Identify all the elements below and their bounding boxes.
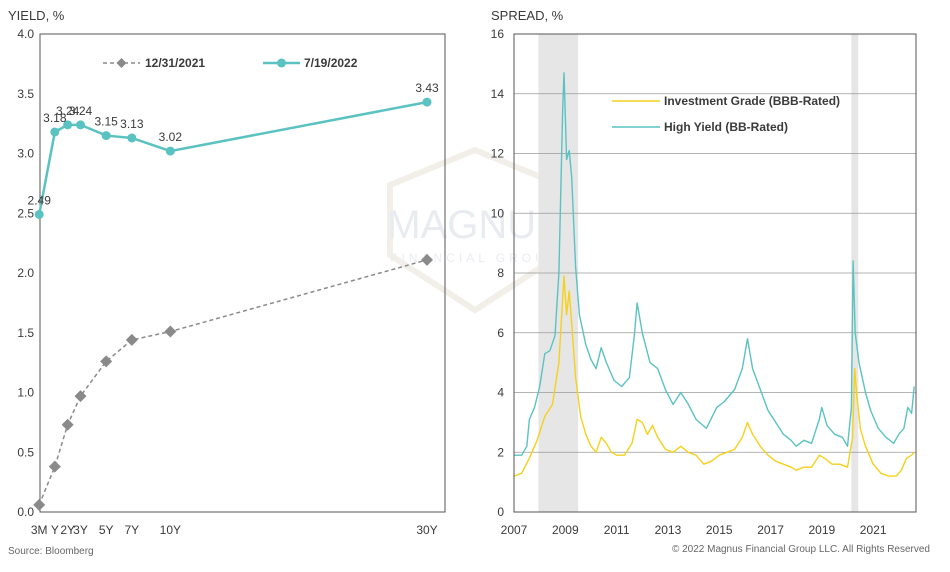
left-y-tick-label: 2.5	[17, 206, 34, 220]
left-y-axis-title: YIELD, %	[8, 8, 65, 23]
legend-label-hy: High Yield (BB-Rated)	[664, 120, 788, 134]
watermark: MAGNUS FINANCIAL GROUP	[387, 146, 563, 314]
left-x-tick-label: 5Y	[99, 523, 114, 537]
left-series	[33, 97, 433, 511]
right-y-axis-title: SPREAD, %	[491, 8, 564, 23]
right-y-tick-label: 6	[497, 326, 504, 340]
right-plot-frame	[513, 33, 917, 513]
legend-diamond-icon	[116, 58, 127, 68]
right-x-tick-label: 2017	[757, 523, 784, 537]
right-y-ticks: 0 2 4 6 8 10 12 14 16	[491, 27, 505, 519]
left-x-tick-label: 3M	[31, 523, 48, 537]
right-gridlines	[514, 93, 916, 453]
left-y-ticks: 0.0 0.5 1.0 1.5 2.0 2.5 3.0 3.5 4.0	[17, 27, 34, 519]
left-x-tick-label: 10Y	[160, 523, 181, 537]
point-7-19-2022	[34, 209, 44, 219]
point-7-19-2022	[422, 97, 432, 107]
right-x-tick-label: 2007	[501, 523, 528, 537]
point-12-31-2021	[164, 325, 177, 338]
right-legend: Investment Grade (BBB-Rated) High Yield …	[612, 94, 840, 134]
watermark-line1: MAGNUS	[387, 203, 563, 247]
right-y-tick-label: 12	[491, 147, 505, 161]
right-x-tick-label: 2015	[706, 523, 733, 537]
left-x-tick-label: 3Y	[73, 523, 88, 537]
watermark-line2: FINANCIAL GROUP	[390, 251, 560, 265]
point-7-19-2022	[165, 146, 175, 156]
left-x-tick-label: 30Y	[416, 523, 437, 537]
legend-label-ig: Investment Grade (BBB-Rated)	[664, 94, 840, 108]
left-y-tick-label: 0.5	[17, 445, 34, 459]
series-line-high-yield	[514, 72, 915, 456]
left-y-tick-label: 3.0	[17, 147, 34, 161]
point-7-19-2022	[63, 120, 73, 130]
point-7-19-2022	[50, 127, 60, 137]
right-series	[513, 72, 915, 477]
data-label-7-19-2022: 3.24	[56, 104, 80, 118]
legend-circle-icon	[277, 58, 286, 68]
right-x-tick-label: 2013	[655, 523, 682, 537]
right-y-tick-label: 4	[497, 386, 504, 400]
left-x-tick-label: 2Y	[60, 523, 75, 537]
source-note: Source: Bloomberg	[8, 546, 94, 557]
point-12-31-2021	[61, 418, 74, 431]
point-12-31-2021	[421, 253, 433, 266]
data-label-7-19-2022: 3.15	[94, 115, 118, 129]
left-y-tick-label: 1.5	[17, 326, 34, 340]
point-7-19-2022	[127, 133, 137, 143]
right-x-tick-label: 2011	[604, 523, 630, 537]
legend-label-jul: 7/19/2022	[304, 56, 358, 70]
left-y-tick-label: 1.0	[17, 386, 34, 400]
left-y-tick-label: 3.5	[17, 87, 34, 101]
series-line-investment-grade	[513, 275, 915, 477]
left-y-tick-label: 2.0	[17, 266, 34, 280]
data-label-7-19-2022: 2.49	[28, 193, 52, 207]
right-y-tick-label: 16	[491, 27, 505, 41]
right-x-tick-label: 2019	[808, 523, 835, 537]
right-y-tick-label: 14	[491, 87, 505, 101]
point-12-31-2021	[74, 390, 87, 403]
yield-curve-chart: YIELD, % 0.0 0.5 1.0 1.5 2.0 2.5 3.0 3.5 4.0 3M Y…	[8, 8, 446, 537]
credit-spread-chart: SPREAD, % 0 2 4 6 8 10 12 14 16 2007 2009 2011 2013…	[491, 8, 917, 537]
left-y-tick-label: 0.0	[17, 505, 34, 519]
series-line-12-31-2021	[38, 259, 428, 506]
data-label-7-19-2022: 3.43	[415, 81, 439, 95]
point-12-31-2021	[33, 498, 46, 511]
data-label-7-19-2022: 3.13	[120, 117, 144, 131]
point-7-19-2022	[76, 120, 85, 130]
legend-label-dec: 12/31/2021	[145, 56, 205, 70]
data-label-7-19-2022: 3.18	[43, 111, 67, 125]
right-x-tick-label: 2021	[860, 523, 887, 537]
right-y-tick-label: 10	[491, 206, 505, 220]
right-x-tick-label: 2009	[552, 523, 579, 537]
data-label-7-19-2022: 3.24	[69, 104, 93, 118]
left-plot-frame	[39, 33, 446, 513]
right-y-tick-label: 0	[497, 505, 504, 519]
left-x-tick-label: Y	[51, 523, 59, 537]
left-legend: 12/31/2021 7/19/2022	[103, 56, 358, 70]
point-12-31-2021	[125, 333, 138, 346]
data-label-7-19-2022: 3.02	[159, 130, 183, 144]
point-12-31-2021	[48, 460, 61, 473]
right-y-tick-label: 8	[497, 266, 504, 280]
left-data-labels: 2.493.183.243.243.15 3.133.023.43	[28, 81, 439, 207]
left-y-tick-label: 4.0	[17, 27, 34, 41]
left-x-tick-label: 7Y	[124, 523, 139, 537]
copyright-note: © 2022 Magnus Financial Group LLC. All R…	[671, 544, 930, 555]
point-7-19-2022	[101, 131, 111, 141]
right-y-tick-label: 2	[497, 445, 504, 459]
right-x-ticks: 2007 2009 2011 2013 2015 2017 2019 2021	[501, 523, 887, 537]
point-12-31-2021	[100, 355, 113, 368]
